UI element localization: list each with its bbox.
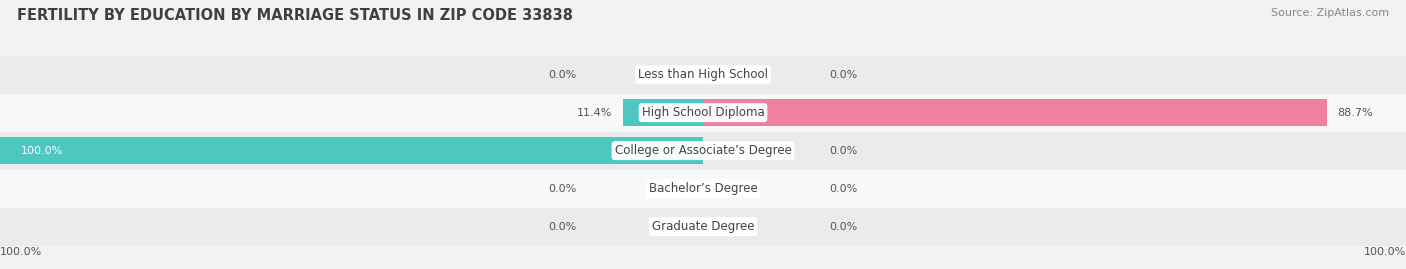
Text: 0.0%: 0.0% [548, 70, 576, 80]
Bar [703, 99, 1327, 126]
Text: Bachelor’s Degree: Bachelor’s Degree [648, 182, 758, 195]
Text: 0.0%: 0.0% [830, 184, 858, 194]
Bar [0, 56, 1406, 94]
Text: 0.0%: 0.0% [830, 222, 858, 232]
Bar [0, 94, 1406, 132]
Text: 88.7%: 88.7% [1337, 108, 1372, 118]
Text: 100.0%: 100.0% [21, 146, 63, 156]
Text: 100.0%: 100.0% [0, 247, 42, 257]
Text: FERTILITY BY EDUCATION BY MARRIAGE STATUS IN ZIP CODE 33838: FERTILITY BY EDUCATION BY MARRIAGE STATU… [17, 8, 572, 23]
Text: Source: ZipAtlas.com: Source: ZipAtlas.com [1271, 8, 1389, 18]
Text: Less than High School: Less than High School [638, 68, 768, 81]
Text: 0.0%: 0.0% [548, 222, 576, 232]
Text: Graduate Degree: Graduate Degree [652, 220, 754, 233]
Bar [623, 99, 703, 126]
Text: College or Associate’s Degree: College or Associate’s Degree [614, 144, 792, 157]
Text: 0.0%: 0.0% [830, 146, 858, 156]
Text: 100.0%: 100.0% [1364, 247, 1406, 257]
Text: High School Diploma: High School Diploma [641, 106, 765, 119]
Text: 0.0%: 0.0% [548, 184, 576, 194]
Text: 11.4%: 11.4% [576, 108, 613, 118]
Text: 0.0%: 0.0% [830, 70, 858, 80]
Bar [0, 170, 1406, 208]
Bar [0, 132, 1406, 170]
Bar [0, 208, 1406, 246]
Bar [0, 137, 703, 164]
